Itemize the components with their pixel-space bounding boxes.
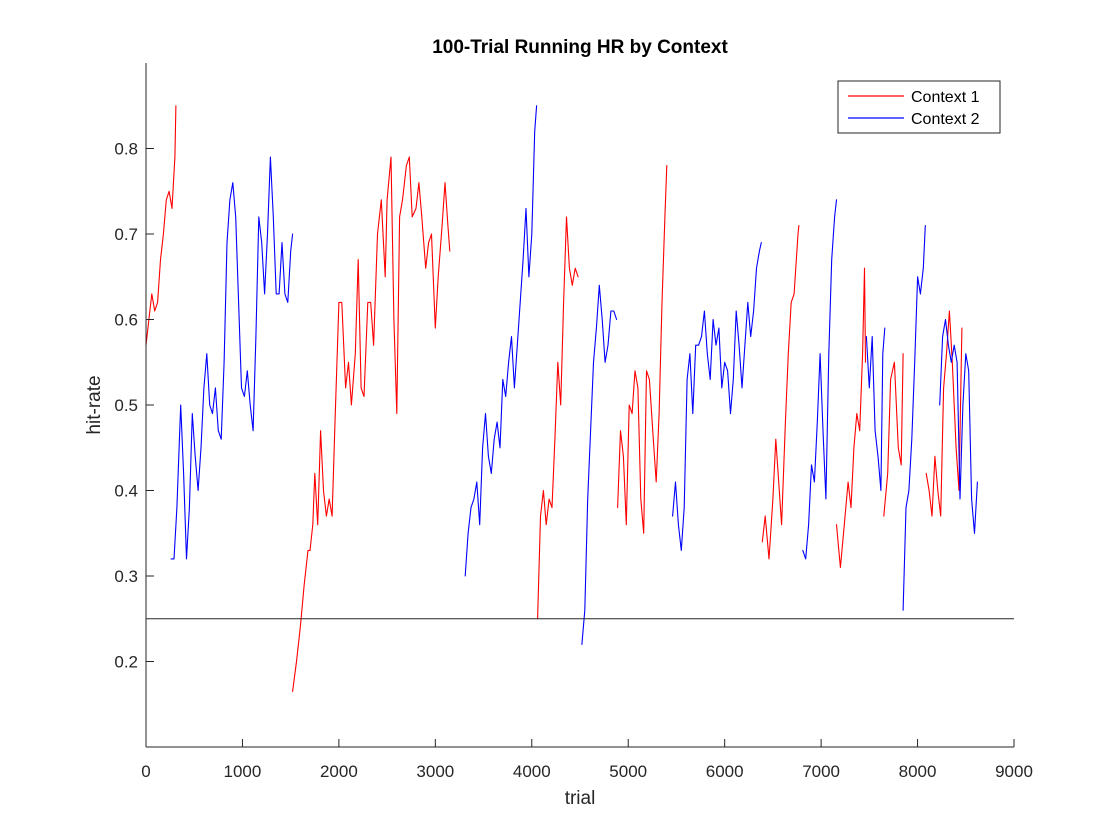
y-tick-label: 0.5 <box>114 396 138 415</box>
series-2-line-segment-5 <box>802 199 838 560</box>
series-2-line-segment-6 <box>865 327 886 492</box>
y-tick-label: 0.7 <box>114 225 138 244</box>
legend-box <box>837 80 1001 134</box>
x-tick-label: 7000 <box>802 762 840 781</box>
series-1-line-segment-7 <box>883 353 904 517</box>
series-2 <box>170 105 978 645</box>
legend-label-1: Context 1 <box>911 89 980 106</box>
axes: 0 1000 2000 3000 4000 5000 6000 7000 8000 9000 0.2… <box>114 63 1033 781</box>
x-tick-label: 1000 <box>224 762 262 781</box>
series-2-line-segment-8 <box>939 318 978 534</box>
x-tick-label: 9000 <box>995 762 1033 781</box>
chart-title: 100-Trial Running HR by Context <box>432 37 728 58</box>
y-tick-label: 0.4 <box>114 482 138 501</box>
x-tick-label: 2000 <box>320 762 358 781</box>
series-2-line-segment-7 <box>902 224 926 611</box>
y-tick-label: 0.3 <box>114 567 138 586</box>
series-2-line-segment-2 <box>464 105 538 577</box>
series-1-line-segment-4 <box>617 165 668 534</box>
x-axis-label: trial <box>565 788 596 809</box>
series-1-line-segment-5 <box>761 224 800 560</box>
x-tick-label: 0 <box>141 762 150 781</box>
series-2-line-segment-3 <box>581 284 618 645</box>
series-1-line-segment-8 <box>925 310 963 517</box>
series-1-line-segment-6 <box>835 267 867 569</box>
y-tick-label: 0.8 <box>114 140 138 159</box>
series-2-line-segment-4 <box>672 242 762 551</box>
series-1 <box>145 105 963 692</box>
x-tick-label: 6000 <box>706 762 744 781</box>
y-tick-label: 0.2 <box>114 653 138 672</box>
x-tick-label: 3000 <box>416 762 454 781</box>
y-axis-label: hit-rate <box>84 375 105 434</box>
series-1-line-segment-1 <box>145 105 177 346</box>
legend-label-2: Context 2 <box>911 111 980 128</box>
series-1-line-segment-3 <box>537 216 579 620</box>
x-tick-label: 4000 <box>513 762 551 781</box>
legend[interactable]: Context 1 Context 2 <box>837 80 1001 134</box>
y-tick-label: 0.6 <box>114 311 138 330</box>
x-tick-label: 8000 <box>899 762 937 781</box>
series-2-line-segment-1 <box>170 156 294 560</box>
x-tick-label: 5000 <box>609 762 647 781</box>
series-1-line-segment-2 <box>292 156 451 692</box>
plot-area <box>145 105 1014 692</box>
